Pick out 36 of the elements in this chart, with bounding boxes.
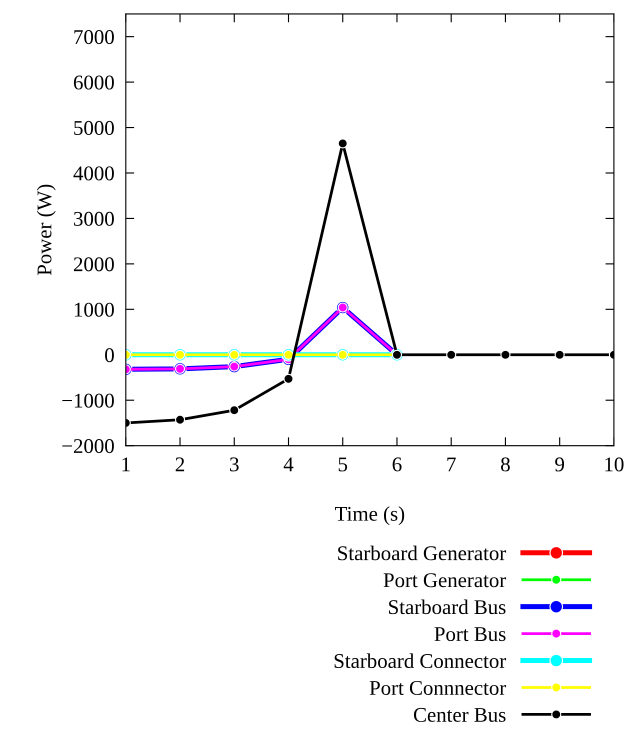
point bbox=[283, 374, 294, 384]
legend-label: Port Bus bbox=[434, 627, 506, 642]
y-tick-label: 6000 bbox=[74, 75, 114, 90]
x-tick-label: 3 bbox=[230, 457, 239, 472]
point bbox=[500, 350, 511, 360]
point bbox=[338, 138, 348, 149]
y-tick-label: 1000 bbox=[74, 302, 114, 317]
x-tick-label: 4 bbox=[284, 458, 294, 472]
point bbox=[174, 414, 186, 425]
x-tick-label: 10 bbox=[605, 457, 624, 472]
legend-label: Starboard Bus bbox=[389, 600, 506, 614]
x-tick-label: 9 bbox=[555, 457, 564, 472]
x-tick-label: 6 bbox=[392, 457, 402, 472]
legend-label: Starboard Generator bbox=[338, 546, 506, 560]
y-tick-label: 3000 bbox=[74, 212, 114, 226]
y-tick-label: 4000 bbox=[73, 166, 114, 180]
x-tick-label: 7 bbox=[447, 458, 456, 472]
point bbox=[554, 350, 565, 360]
y-tick-label: −2000 bbox=[62, 439, 114, 454]
y-tick-label: 0 bbox=[105, 348, 114, 362]
y-axis-title: Power (W) bbox=[36, 184, 56, 276]
legend-label: Starboard Connector bbox=[334, 653, 506, 668]
y-tick-label: 7000 bbox=[74, 30, 114, 44]
x-tick-label: 1 bbox=[122, 457, 130, 472]
point bbox=[229, 405, 240, 416]
legend-label: Port Generator bbox=[384, 573, 506, 588]
legend-label: Center Bus bbox=[414, 708, 506, 722]
x-tick-label: 5 bbox=[338, 458, 348, 472]
point bbox=[446, 350, 456, 360]
x-tick-label: 8 bbox=[501, 457, 510, 472]
x-tick-label: 2 bbox=[176, 457, 184, 472]
y-tick-label: −1000 bbox=[62, 394, 114, 408]
legend-label: Port Connnector bbox=[370, 680, 506, 695]
y-tick-label: 2000 bbox=[74, 257, 114, 272]
y-tick-label: 5000 bbox=[74, 120, 114, 135]
x-axis-title: Time (s) bbox=[335, 506, 404, 526]
